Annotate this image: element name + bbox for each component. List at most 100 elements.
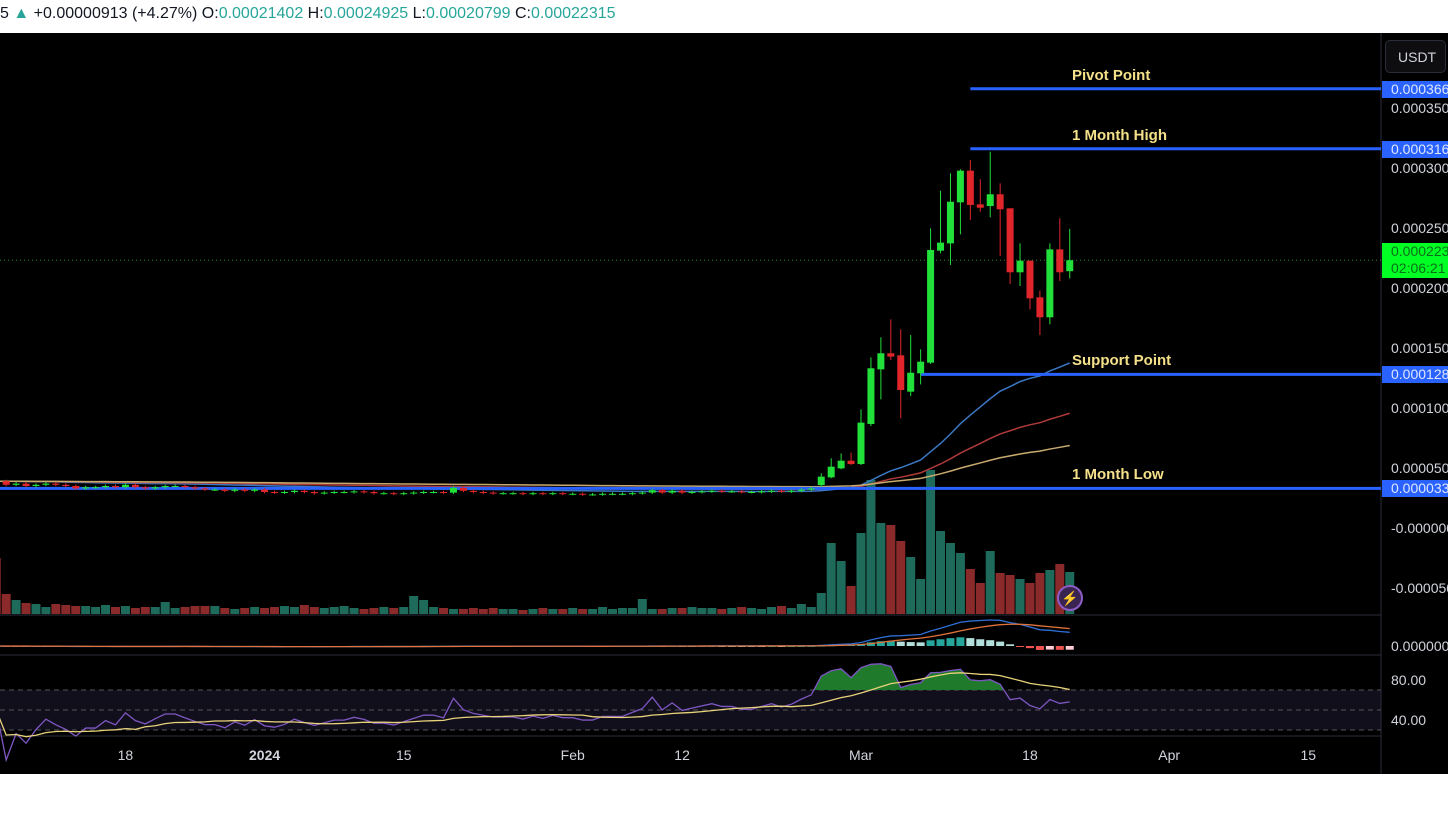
candle-body [181, 486, 189, 488]
macd-histogram-bar [1065, 646, 1074, 650]
price-axis-label: -0.000000 [1391, 520, 1448, 536]
candle-body [777, 490, 785, 492]
candle-body [956, 170, 964, 203]
volume-bar [409, 596, 419, 614]
volume-bar [945, 543, 955, 614]
candle-body [201, 488, 209, 490]
macd-histogram-bar [896, 641, 905, 646]
macd-histogram-bar [926, 640, 935, 646]
candle-body [569, 493, 577, 495]
candle-body [499, 493, 507, 495]
level-label: 1 Month Low [1072, 466, 1164, 484]
volume-bar [170, 608, 180, 614]
rsi-axis-label: 80.00 [1391, 672, 1427, 688]
candle-body [897, 355, 905, 390]
candle-body [946, 201, 954, 244]
candle-body [668, 490, 676, 493]
volume-bar [1045, 570, 1055, 614]
level-label: Support Point [1072, 352, 1172, 370]
candle-body [479, 492, 487, 493]
price-axis-label: 0.000100 [1391, 400, 1448, 416]
volume-bar [71, 606, 81, 614]
candle-body [738, 491, 746, 493]
volume-bar [399, 607, 409, 614]
volume-bar [916, 579, 926, 614]
volume-bar [578, 609, 588, 614]
candle-body [42, 483, 50, 485]
candle-body [430, 492, 438, 493]
volume-bar [767, 607, 777, 614]
volume-bar [309, 607, 319, 614]
candle-body [618, 493, 626, 495]
volume-bar [786, 608, 796, 614]
candle-body [857, 422, 865, 465]
price-axis-label: 0.000350 [1391, 100, 1448, 116]
candle-body [1006, 208, 1014, 273]
volume-bar [926, 470, 936, 614]
price-axis-label: 0.000300 [1391, 160, 1448, 176]
level-price-tag: 0.000128 [1382, 366, 1448, 384]
chart-area[interactable]: Pivot Point 0.000366 1 Month High 0.000316 S… [0, 33, 1448, 774]
volume-bar [558, 609, 568, 614]
chart-canvas[interactable] [0, 33, 1448, 774]
macd-histogram-bar [1006, 644, 1015, 646]
candle-body [221, 489, 229, 491]
candle-body [121, 484, 129, 488]
macd-histogram-bar [916, 642, 925, 646]
candle-body [887, 353, 895, 357]
volume-bar [727, 608, 737, 614]
candle-body [211, 489, 219, 491]
candle-body [340, 492, 348, 493]
volume-bar [538, 608, 548, 614]
candle-body [539, 493, 547, 495]
volume-bar [816, 593, 826, 614]
candle-body [72, 486, 80, 489]
candle-body [300, 490, 308, 492]
currency-button[interactable]: USDT [1385, 40, 1446, 73]
rsi-ma-line [0, 672, 1070, 738]
candle-body [609, 493, 616, 495]
candle-body [2, 481, 10, 485]
macd-histogram-bar [1016, 646, 1025, 647]
up-arrow-icon: ▲ [13, 5, 30, 22]
candle-body [1046, 249, 1054, 318]
volume-bar [91, 607, 101, 614]
candle-body [171, 486, 179, 487]
volume-bar [478, 609, 488, 614]
rsi-line [0, 663, 1070, 763]
candle-body [698, 491, 706, 493]
candle-body [708, 490, 716, 492]
macd-histogram-bar [1045, 646, 1054, 650]
candle-body [330, 492, 338, 493]
candle-body [161, 486, 169, 488]
candle-body [1036, 297, 1044, 318]
volume-bar [1, 594, 11, 614]
candle-body [648, 490, 656, 493]
price-axis-label: -0.000050 [1391, 580, 1448, 596]
volume-bar [955, 553, 965, 614]
volume-bar [210, 606, 220, 614]
volume-bar [866, 480, 876, 614]
candle-body [400, 493, 408, 495]
volume-bar [995, 573, 1005, 614]
volume-bar [846, 586, 856, 614]
macd-histogram-bar [886, 640, 895, 646]
open-label: O: [201, 5, 219, 22]
macd-histogram-bar [996, 641, 1005, 646]
low-label: L: [412, 5, 426, 22]
rsi-band [0, 690, 1381, 730]
volume-bar [240, 608, 250, 614]
volume-bar [627, 608, 637, 614]
volume-bar [349, 608, 359, 614]
lightning-icon[interactable]: ⚡ [1057, 585, 1083, 611]
candle-body [141, 487, 149, 489]
volume-bar [707, 608, 717, 614]
volume-bar [359, 609, 369, 614]
close-value: 0.00022315 [530, 5, 616, 22]
volume-bar [518, 610, 528, 614]
volume-bar [389, 608, 399, 614]
volume-bar [220, 608, 230, 614]
candle-body [628, 493, 636, 495]
candle-body [350, 491, 358, 493]
candle-body [549, 493, 557, 495]
